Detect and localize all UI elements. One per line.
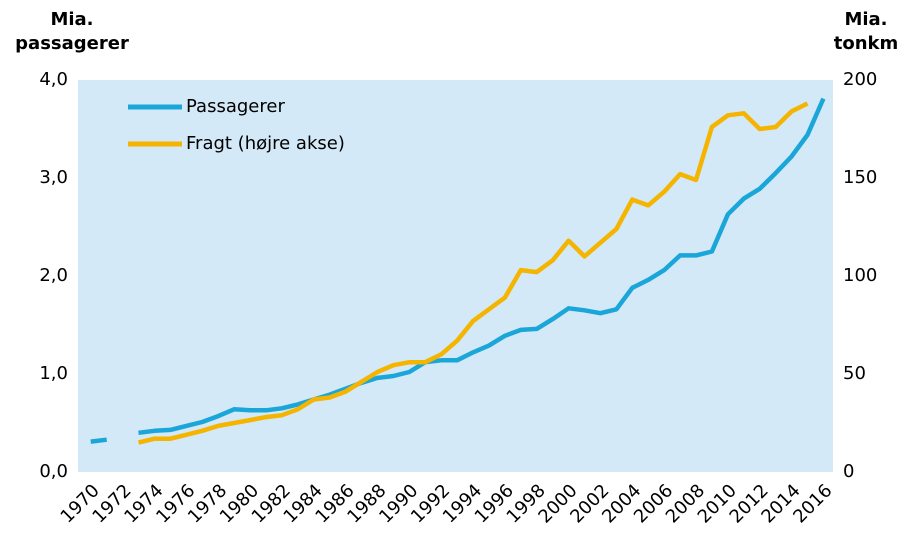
y2-tick-label: 100 — [843, 265, 877, 286]
y2-axis-title: Mia. tonkm — [833, 9, 899, 54]
y2-tick-label: 0 — [843, 461, 854, 482]
y-tick-label: 2,0 — [39, 265, 68, 286]
y-tick-label: 4,0 — [39, 69, 68, 90]
y2-tick-label: 50 — [843, 363, 866, 384]
legend-label: Passagerer — [186, 96, 285, 117]
legend-label: Fragt (højre akse) — [186, 133, 345, 154]
y2-tick-label: 200 — [843, 69, 877, 90]
y-tick-label: 1,0 — [39, 363, 68, 384]
y-tick-label: 0,0 — [39, 461, 68, 482]
y-tick-label: 3,0 — [39, 167, 68, 188]
y2-tick-label: 150 — [843, 167, 877, 188]
series-line — [90, 97, 826, 444]
y-axis-title: Mia. passagerer — [15, 9, 129, 54]
series-line — [137, 101, 809, 445]
